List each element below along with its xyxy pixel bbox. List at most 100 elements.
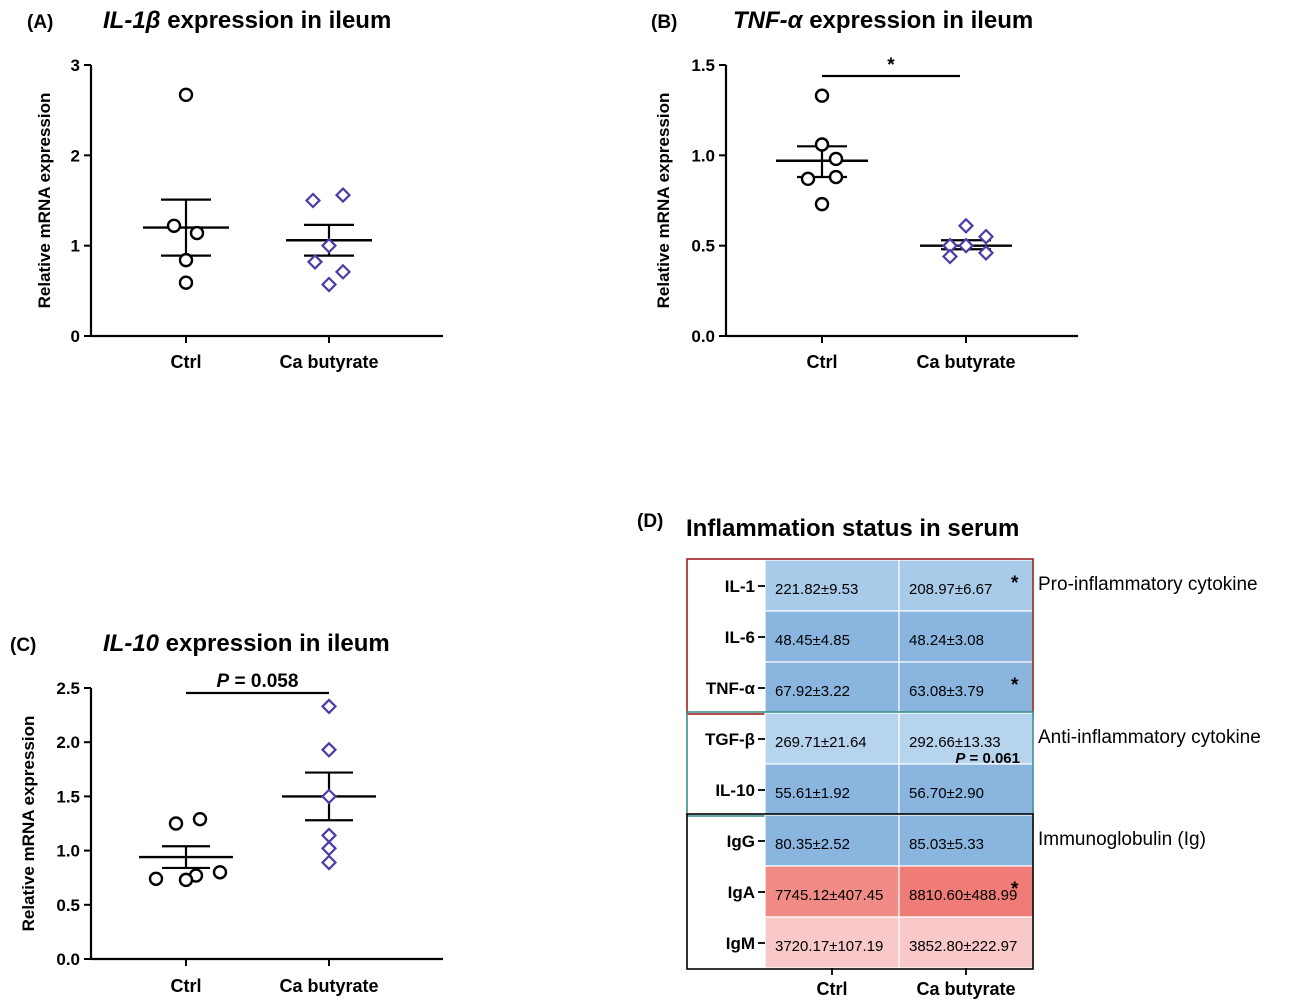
data-point-ca-butyrate xyxy=(957,217,975,234)
heatmap-cell-value: 7745.12±407.45 xyxy=(775,887,883,904)
heatmap-cell-value: 8810.60±488.99 xyxy=(909,887,1017,904)
data-point-ctrl xyxy=(814,196,830,212)
heatmap-cell xyxy=(898,610,1034,663)
y-tick-label: 0.5 xyxy=(56,896,80,915)
data-point-ca-butyrate xyxy=(320,276,338,293)
heatmap-cell xyxy=(764,814,900,867)
panel-title: IL-1β expression in ileum xyxy=(103,7,391,34)
data-point-ctrl xyxy=(828,169,844,185)
y-tick-label: 2 xyxy=(71,146,80,165)
heatmap-cell-value: 85.03±5.33 xyxy=(909,836,984,853)
panel-label: (D) xyxy=(637,511,663,532)
x-tick-label: Ca butyrate xyxy=(279,976,378,996)
heatmap-cell-value: 48.24±3.08 xyxy=(909,632,984,649)
y-tick-label: 2.5 xyxy=(56,679,80,698)
p-value-symbol: P xyxy=(955,750,966,767)
data-point-ca-butyrate xyxy=(320,840,338,857)
data-point-ca-butyrate xyxy=(320,854,338,871)
data-point-ca-butyrate xyxy=(320,741,338,758)
y-tick-label: 1.0 xyxy=(691,146,715,165)
heatmap-cell xyxy=(898,865,1034,918)
data-point-ctrl xyxy=(828,151,844,167)
y-axis-label: Relative mRNA expression xyxy=(654,93,673,309)
x-tick-label: Ca butyrate xyxy=(279,352,378,372)
row-label: IgG xyxy=(727,832,755,851)
heatmap-cell xyxy=(764,610,900,663)
significance-mark: * xyxy=(1011,675,1019,696)
data-point-ca-butyrate xyxy=(941,248,959,265)
heatmap-cell-value: 208.97±6.67 xyxy=(909,581,992,598)
data-point-ctrl xyxy=(800,171,816,187)
p-value-number: = 0.061 xyxy=(965,750,1020,767)
heatmap-cell-value: 3720.17±107.19 xyxy=(775,938,883,955)
group-border xyxy=(686,813,1034,970)
y-tick-label: 2.0 xyxy=(56,733,80,752)
panel-label: (C) xyxy=(10,635,36,656)
y-tick-label: 3 xyxy=(71,56,80,75)
group-label: Anti-inflammatory cytokine xyxy=(1038,727,1261,748)
heatmap-cell-value: 55.61±1.92 xyxy=(775,785,850,802)
heatmap-cell-value: 221.82±9.53 xyxy=(775,581,858,598)
data-point-ca-butyrate xyxy=(334,263,352,280)
data-point-ca-butyrate xyxy=(320,237,338,254)
row-label: IL-6 xyxy=(725,628,755,647)
panel-title: TNF-α expression in ileum xyxy=(733,7,1033,34)
data-point-ctrl xyxy=(178,872,194,888)
panel-b-tnfa-plot: (B) TNF-α expression in ileum Relative mRN… xyxy=(651,7,1078,372)
data-point-ca-butyrate xyxy=(320,788,338,805)
panel-label: (A) xyxy=(27,12,53,33)
data-point-ca-butyrate xyxy=(306,253,324,270)
data-point-ca-butyrate xyxy=(320,827,338,844)
row-label: TNF-α xyxy=(706,679,756,698)
data-point-ctrl xyxy=(178,87,194,103)
row-label: IgM xyxy=(726,934,755,953)
p-value-number: = 0.058 xyxy=(229,671,298,692)
data-point-ctrl xyxy=(168,816,184,831)
heatmap-cell xyxy=(898,763,1034,816)
heatmap-cell-value: 63.08±3.79 xyxy=(909,683,984,700)
heatmap-cell xyxy=(898,712,1034,765)
row-label: IL-1 xyxy=(725,577,755,596)
panel-title-rest: expression in ileum xyxy=(161,7,392,34)
data-point-ctrl xyxy=(814,137,830,152)
group-label: Immunoglobulin (Ig) xyxy=(1038,829,1206,850)
panel-title-gene: TNF-α xyxy=(733,7,804,34)
group-label: Pro-inflammatory cytokine xyxy=(1038,574,1258,595)
panel-title: IL-10 expression in ileum xyxy=(103,630,390,657)
heatmap-cell xyxy=(764,661,900,714)
data-point-ctrl xyxy=(178,252,194,268)
panel-a-il1b-plot: (A) IL-1β expression in ileum Relative mRN… xyxy=(27,7,443,372)
heatmap-cell-value: 3852.80±222.97 xyxy=(909,938,1017,955)
heatmap-cell-value: 292.66±13.33 xyxy=(909,734,1001,751)
row-label: IL-10 xyxy=(715,781,755,800)
heatmap-cell-value: 48.45±4.85 xyxy=(775,632,850,649)
panel-c-il10-plot: (C) IL-10 expression in ileum Relative mRN… xyxy=(10,630,443,996)
y-axis-label: Relative mRNA expression xyxy=(35,93,54,309)
data-point-ca-butyrate xyxy=(304,192,322,209)
heatmap-cell xyxy=(764,763,900,816)
significance-mark: * xyxy=(1011,573,1019,594)
x-tick-label: Ca butyrate xyxy=(916,352,1015,372)
data-point-ctrl xyxy=(148,871,164,886)
data-point-ca-butyrate xyxy=(977,228,995,245)
data-point-ca-butyrate xyxy=(977,244,995,261)
data-point-ca-butyrate xyxy=(957,237,975,254)
data-point-ca-butyrate xyxy=(334,187,352,204)
row-label: TGF-β xyxy=(705,730,755,749)
data-point-ca-butyrate xyxy=(320,698,338,715)
y-tick-label: 0.5 xyxy=(691,237,715,256)
x-tick-label: Ca butyrate xyxy=(916,979,1015,999)
data-point-ctrl xyxy=(814,88,830,103)
significance-mark: * xyxy=(887,55,895,76)
panel-title-gene: IL-10 xyxy=(103,630,160,657)
y-tick-label: 1 xyxy=(71,237,80,256)
data-point-ctrl xyxy=(212,865,228,880)
y-axis-label: Relative mRNA expression xyxy=(19,716,38,932)
p-value-note: P = 0.061 xyxy=(955,750,1020,767)
data-point-ctrl xyxy=(192,811,208,827)
panel-label: (B) xyxy=(651,12,677,33)
panel-d-serum-heatmap: (D) Inflammation status in serum 221.82±9.… xyxy=(637,511,1261,999)
x-tick-label: Ctrl xyxy=(817,979,848,999)
y-tick-label: 0 xyxy=(71,327,80,346)
